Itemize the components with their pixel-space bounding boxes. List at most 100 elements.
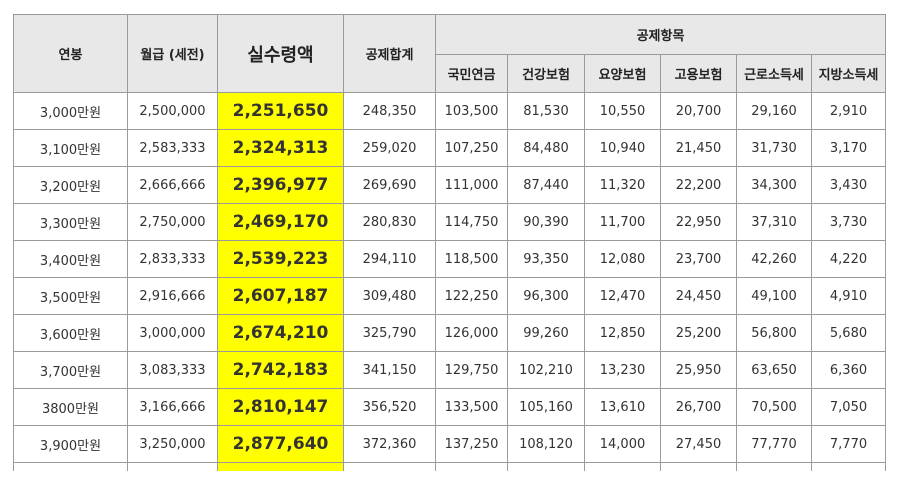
deduction-item-cell: 70,500 xyxy=(736,388,812,426)
deduction-total-cell: 372,360 xyxy=(343,425,436,463)
table-row: 3,000만원 2,500,000 2,251,650 248,350 103,500 8… xyxy=(13,92,886,130)
table-row: 3,600만원 3,000,000 2,674,210 325,790 126,000 9… xyxy=(13,314,886,352)
deduction-item-cell: 24,450 xyxy=(660,277,737,315)
table-row: 3,900만원 3,250,000 2,877,640 372,360 137,250 1… xyxy=(13,425,886,463)
monthly-cell: 3,000,000 xyxy=(127,314,218,352)
deduction-item-cell: 111,000 xyxy=(435,166,508,204)
deduction-item-cell: 3,430 xyxy=(811,166,886,204)
deduction-item-cell: 122,250 xyxy=(435,277,508,315)
table-row-partial xyxy=(13,462,886,471)
monthly-cell: 2,833,333 xyxy=(127,240,218,278)
deduction-item-cell: 25,950 xyxy=(660,351,737,389)
empty-cell xyxy=(507,462,585,471)
monthly-cell: 3,166,666 xyxy=(127,388,218,426)
deduction-item-cell: 118,500 xyxy=(435,240,508,278)
table-body: 3,000만원 2,500,000 2,251,650 248,350 103,500 8… xyxy=(13,92,886,471)
deduction-total-cell: 280,830 xyxy=(343,203,436,241)
empty-cell xyxy=(584,462,661,471)
net-pay-cell: 2,396,977 xyxy=(217,166,344,204)
monthly-cell: 2,916,666 xyxy=(127,277,218,315)
table-row: 3,400만원 2,833,333 2,539,223 294,110 118,500 9… xyxy=(13,240,886,278)
monthly-cell: 2,750,000 xyxy=(127,203,218,241)
deduction-item-cell: 6,360 xyxy=(811,351,886,389)
deduction-item-cell: 93,350 xyxy=(507,240,585,278)
deduction-item-cell: 77,770 xyxy=(736,425,812,463)
annual-cell: 3,700만원 xyxy=(13,351,128,389)
header-deduction-item: 지방소득세 xyxy=(811,54,886,93)
deduction-item-cell: 7,770 xyxy=(811,425,886,463)
table-row: 3800만원 3,166,666 2,810,147 356,520 133,500 10… xyxy=(13,388,886,426)
header-net-pay: 실수령액 xyxy=(217,14,344,93)
monthly-cell: 3,250,000 xyxy=(127,425,218,463)
deduction-item-cell: 27,450 xyxy=(660,425,737,463)
deduction-total-cell: 341,150 xyxy=(343,351,436,389)
deduction-item-cell: 29,160 xyxy=(736,92,812,130)
header-monthly: 월급 (세전) xyxy=(127,14,218,93)
header-deduction-item: 건강보험 xyxy=(507,54,585,93)
annual-cell: 3,400만원 xyxy=(13,240,128,278)
deduction-item-cell: 4,910 xyxy=(811,277,886,315)
monthly-cell: 2,500,000 xyxy=(127,92,218,130)
empty-cell xyxy=(13,462,128,471)
deduction-item-cell: 90,390 xyxy=(507,203,585,241)
deduction-item-cell: 31,730 xyxy=(736,129,812,167)
deduction-item-cell: 7,050 xyxy=(811,388,886,426)
header-deduction-item: 국민연금 xyxy=(435,54,508,93)
deduction-item-cell: 14,000 xyxy=(584,425,661,463)
deduction-item-cell: 63,650 xyxy=(736,351,812,389)
deduction-item-cell: 108,120 xyxy=(507,425,585,463)
annual-cell: 3800만원 xyxy=(13,388,128,426)
net-pay-cell: 2,324,313 xyxy=(217,129,344,167)
annual-cell: 3,500만원 xyxy=(13,277,128,315)
deduction-item-cell: 10,550 xyxy=(584,92,661,130)
deduction-total-cell: 294,110 xyxy=(343,240,436,278)
deduction-item-cell: 25,200 xyxy=(660,314,737,352)
deduction-item-cell: 129,750 xyxy=(435,351,508,389)
empty-cell xyxy=(660,462,737,471)
empty-cell xyxy=(736,462,812,471)
deduction-total-cell: 259,020 xyxy=(343,129,436,167)
header-items-row: 국민연금 건강보험 요양보험 고용보험 근로소득세 지방소득세 xyxy=(14,54,886,93)
deduction-item-cell: 37,310 xyxy=(736,203,812,241)
table-row: 3,700만원 3,083,333 2,742,183 341,150 129,750 1… xyxy=(13,351,886,389)
deduction-item-cell: 96,300 xyxy=(507,277,585,315)
net-salary-table: 연봉 월급 (세전) 실수령액 공제합계 공제항목 국민연금 건강보험 요양보험 고용… xyxy=(13,14,886,471)
deduction-total-cell: 325,790 xyxy=(343,314,436,352)
deduction-item-cell: 133,500 xyxy=(435,388,508,426)
deduction-item-cell: 84,480 xyxy=(507,129,585,167)
deduction-item-cell: 20,700 xyxy=(660,92,737,130)
deduction-item-cell: 12,470 xyxy=(584,277,661,315)
header-deduction-item: 근로소득세 xyxy=(736,54,812,93)
net-pay-cell: 2,877,640 xyxy=(217,425,344,463)
deduction-item-cell: 107,250 xyxy=(435,129,508,167)
header-annual: 연봉 xyxy=(13,14,128,93)
deduction-total-cell: 356,520 xyxy=(343,388,436,426)
deduction-total-cell: 269,690 xyxy=(343,166,436,204)
deduction-item-cell: 81,530 xyxy=(507,92,585,130)
deduction-item-cell: 114,750 xyxy=(435,203,508,241)
empty-cell xyxy=(435,462,508,471)
deduction-item-cell: 10,940 xyxy=(584,129,661,167)
deduction-item-cell: 5,680 xyxy=(811,314,886,352)
monthly-cell: 2,666,666 xyxy=(127,166,218,204)
table-row: 3,200만원 2,666,666 2,396,977 269,690 111,000 8… xyxy=(13,166,886,204)
header-deduction-total: 공제합계 xyxy=(343,14,436,93)
deduction-item-cell: 13,230 xyxy=(584,351,661,389)
annual-cell: 3,600만원 xyxy=(13,314,128,352)
net-pay-cell: 2,607,187 xyxy=(217,277,344,315)
deduction-item-cell: 12,850 xyxy=(584,314,661,352)
deduction-total-cell: 309,480 xyxy=(343,277,436,315)
empty-cell xyxy=(811,462,886,471)
annual-cell: 3,100만원 xyxy=(13,129,128,167)
header-deduction-item: 고용보험 xyxy=(660,54,737,93)
deduction-item-cell: 42,260 xyxy=(736,240,812,278)
net-pay-cell: 2,539,223 xyxy=(217,240,344,278)
header-deduction-item: 요양보험 xyxy=(584,54,661,93)
table-row: 3,300만원 2,750,000 2,469,170 280,830 114,750 9… xyxy=(13,203,886,241)
deduction-item-cell: 26,700 xyxy=(660,388,737,426)
net-pay-cell: 2,674,210 xyxy=(217,314,344,352)
net-pay-cell: 2,251,650 xyxy=(217,92,344,130)
monthly-cell: 3,083,333 xyxy=(127,351,218,389)
net-pay-cell: 2,742,183 xyxy=(217,351,344,389)
